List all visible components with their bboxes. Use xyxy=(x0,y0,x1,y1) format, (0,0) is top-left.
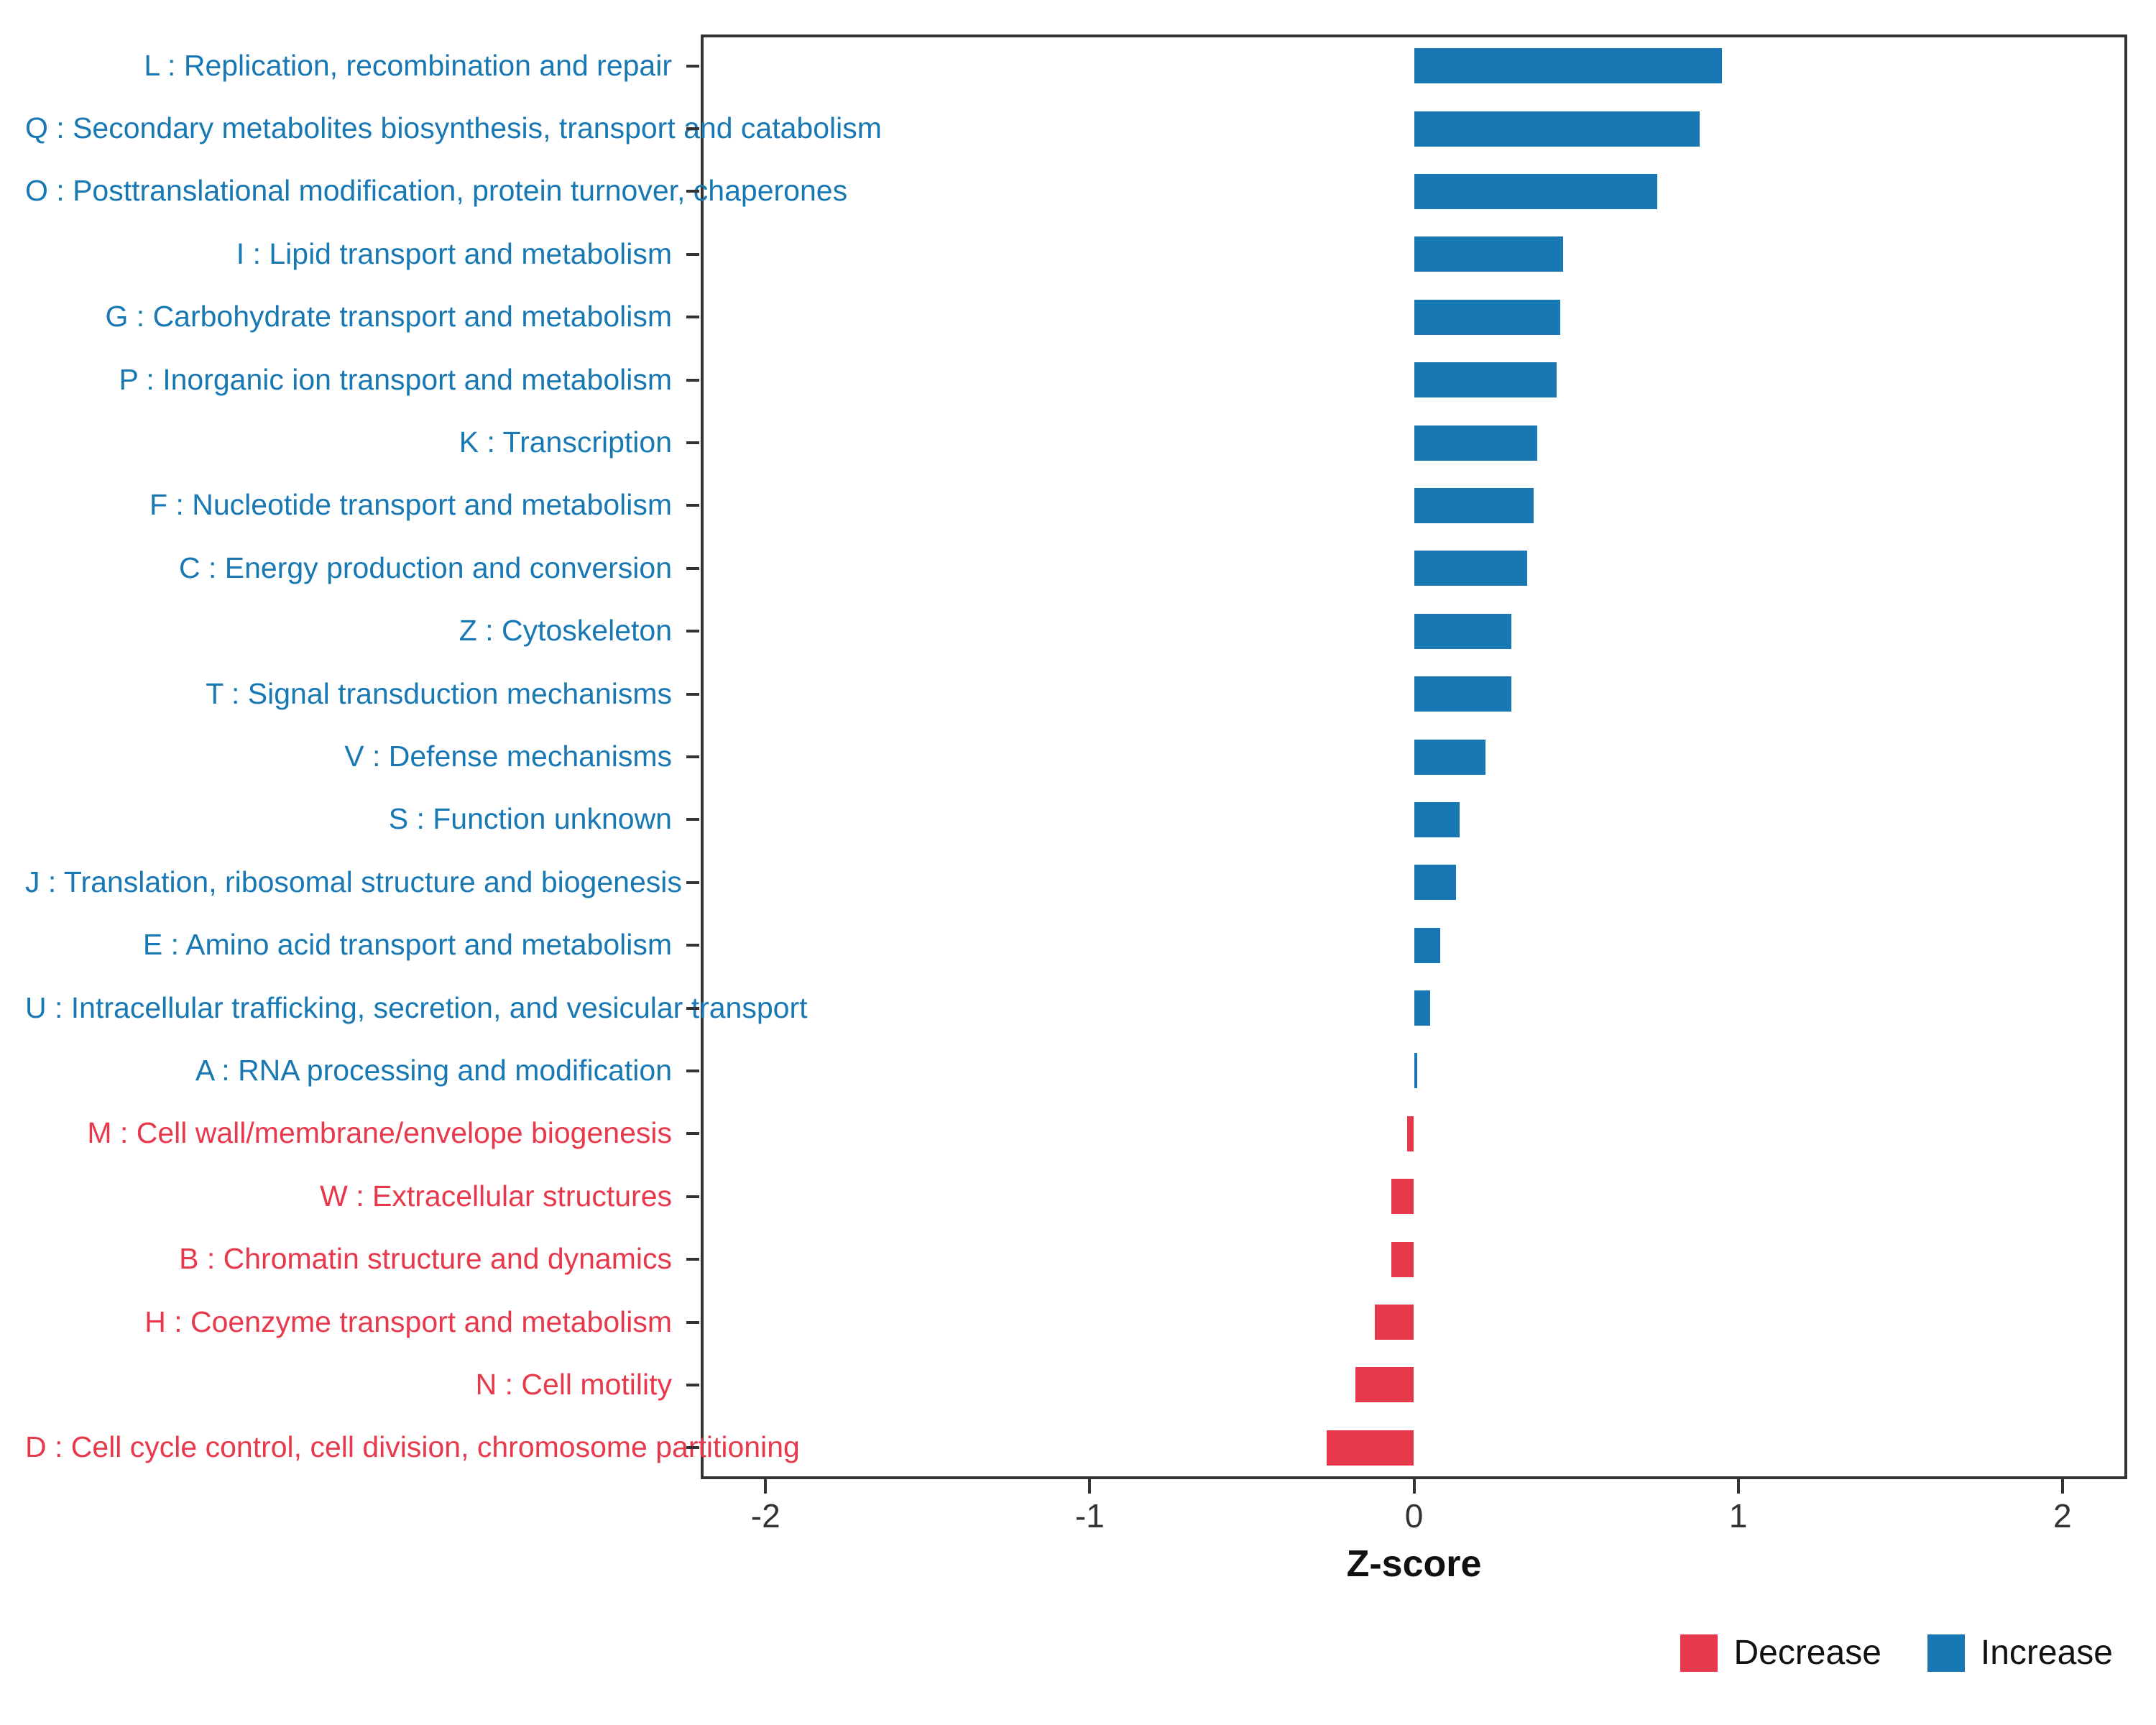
legend-swatch-decrease xyxy=(1680,1634,1718,1672)
bar xyxy=(1414,173,1657,209)
y-axis-label: G : Carbohydrate transport and metabolis… xyxy=(105,300,673,334)
y-axis-label: O : Posttranslational modification, prot… xyxy=(25,174,848,208)
bar xyxy=(1414,551,1528,586)
y-tick-mark xyxy=(686,1320,699,1324)
y-tick-mark xyxy=(686,566,699,570)
x-tick-label: 0 xyxy=(1404,1497,1424,1535)
y-tick-mark xyxy=(686,441,699,445)
y-axis-label: J : Translation, ribosomal structure and… xyxy=(25,865,682,898)
y-tick-mark xyxy=(686,504,699,507)
bar xyxy=(1414,111,1700,147)
bar xyxy=(1414,236,1564,272)
x-axis-title: Z-score xyxy=(1346,1543,1482,1585)
y-tick-mark xyxy=(686,1258,699,1261)
bar xyxy=(1414,676,1511,712)
y-tick-mark xyxy=(686,1446,699,1450)
bar xyxy=(1414,299,1560,335)
y-tick-mark xyxy=(686,378,699,382)
y-axis-label: U : Intracellular trafficking, secretion… xyxy=(25,990,808,1024)
bar xyxy=(1414,927,1440,963)
bar xyxy=(1326,1430,1414,1466)
bar xyxy=(1414,425,1537,461)
legend-item-decrease: Decrease xyxy=(1680,1633,1881,1673)
x-tick-label: 2 xyxy=(2053,1497,2072,1535)
x-tick-mark xyxy=(1412,1479,1416,1494)
bar xyxy=(1414,739,1485,775)
legend-label-increase: Increase xyxy=(1980,1634,2113,1672)
bar xyxy=(1414,362,1557,398)
bar xyxy=(1414,487,1534,523)
y-tick-mark xyxy=(686,755,699,758)
legend: Decrease Increase xyxy=(1680,1633,2113,1673)
bar xyxy=(1414,990,1431,1026)
bar xyxy=(1414,613,1511,649)
bar xyxy=(1375,1305,1414,1340)
x-tick-label: -2 xyxy=(750,1497,780,1535)
y-axis-label: I : Lipid transport and metabolism xyxy=(236,236,672,270)
y-tick-mark xyxy=(686,1195,699,1198)
y-axis-label: V : Defense mechanisms xyxy=(344,740,672,773)
y-tick-mark xyxy=(686,1132,699,1136)
y-axis-label: B : Chromatin structure and dynamics xyxy=(179,1242,672,1276)
y-axis-label: Z : Cytoskeleton xyxy=(459,614,672,648)
y-axis-label: D : Cell cycle control, cell division, c… xyxy=(25,1430,800,1464)
x-tick-mark xyxy=(1088,1479,1092,1494)
y-tick-mark xyxy=(686,1006,699,1010)
y-axis-label: H : Coenzyme transport and metabolism xyxy=(144,1305,672,1338)
bar xyxy=(1414,801,1460,837)
y-tick-mark xyxy=(686,630,699,633)
y-axis-label: T : Signal transduction mechanisms xyxy=(206,676,672,710)
y-axis-label: F : Nucleotide transport and metabolism xyxy=(149,488,672,522)
bar xyxy=(1355,1367,1414,1403)
y-tick-mark xyxy=(686,64,699,68)
y-tick-mark xyxy=(686,1069,699,1072)
bar xyxy=(1414,48,1723,84)
bar xyxy=(1407,1116,1414,1151)
bar xyxy=(1391,1179,1414,1215)
y-axis-label: W : Extracellular structures xyxy=(320,1179,672,1213)
bar xyxy=(1414,865,1457,901)
y-axis-label: S : Function unknown xyxy=(388,802,672,836)
y-tick-mark xyxy=(686,880,699,884)
y-axis-label: Q : Secondary metabolites biosynthesis, … xyxy=(25,111,882,145)
x-tick-label: 1 xyxy=(1728,1497,1748,1535)
y-tick-mark xyxy=(686,190,699,193)
x-tick-mark xyxy=(1736,1479,1740,1494)
y-axis-label: K : Transcription xyxy=(459,426,672,459)
x-tick-mark xyxy=(764,1479,768,1494)
bar xyxy=(1391,1241,1414,1277)
bar xyxy=(1414,1053,1417,1089)
x-tick-label: -1 xyxy=(1074,1497,1105,1535)
y-tick-mark xyxy=(686,1383,699,1386)
y-axis-label: E : Amino acid transport and metabolism xyxy=(142,928,672,962)
y-tick-mark xyxy=(686,127,699,131)
y-tick-mark xyxy=(686,252,699,256)
y-tick-mark xyxy=(686,818,699,822)
legend-item-increase: Increase xyxy=(1927,1633,2113,1673)
y-axis-label: A : RNA processing and modification xyxy=(195,1053,672,1087)
legend-swatch-increase xyxy=(1927,1634,1965,1672)
y-axis-label: C : Energy production and conversion xyxy=(178,551,672,584)
y-axis-label: L : Replication, recombination and repai… xyxy=(144,48,672,82)
x-tick-mark xyxy=(2060,1479,2064,1494)
y-tick-mark xyxy=(686,692,699,696)
legend-label-decrease: Decrease xyxy=(1733,1634,1881,1672)
y-tick-mark xyxy=(686,944,699,947)
y-axis-label: N : Cell motility xyxy=(475,1367,672,1401)
y-axis-label: M : Cell wall/membrane/envelope biogenes… xyxy=(87,1116,672,1150)
y-axis-label: P : Inorganic ion transport and metaboli… xyxy=(119,362,672,396)
y-tick-mark xyxy=(686,316,699,319)
